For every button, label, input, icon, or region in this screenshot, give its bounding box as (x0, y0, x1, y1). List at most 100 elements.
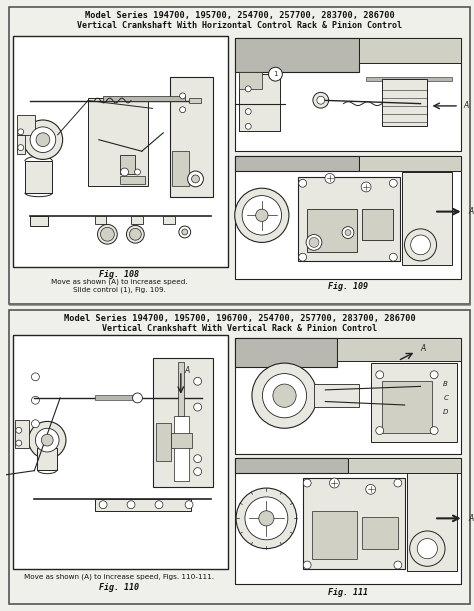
Circle shape (98, 224, 117, 244)
Bar (153, 358, 213, 487)
Circle shape (135, 169, 140, 175)
Circle shape (194, 455, 201, 463)
Bar (235, 337, 337, 367)
Circle shape (394, 561, 402, 569)
Text: Vertical Crankshaft With Horizontal Control Rack & Pinion Control: Vertical Crankshaft With Horizontal Cont… (77, 21, 402, 30)
Text: A: A (468, 514, 474, 523)
Circle shape (345, 230, 351, 235)
Circle shape (185, 501, 193, 508)
Circle shape (255, 209, 268, 221)
Bar (239, 74, 280, 131)
Text: Move as shown (A) to increase speed.: Move as shown (A) to increase speed. (51, 279, 188, 285)
Bar (235, 458, 348, 473)
Bar (13, 36, 228, 266)
Circle shape (179, 226, 191, 238)
Bar (17, 115, 35, 135)
Text: B: B (443, 381, 448, 387)
Bar (178, 362, 184, 416)
Circle shape (18, 145, 24, 150)
Bar (402, 172, 452, 265)
Circle shape (235, 188, 289, 243)
Bar (15, 420, 28, 448)
Bar (9, 7, 470, 304)
Bar (359, 156, 461, 171)
Circle shape (325, 174, 335, 183)
Circle shape (36, 133, 50, 147)
Bar (235, 156, 461, 279)
Bar (173, 416, 189, 481)
Circle shape (430, 426, 438, 434)
Circle shape (342, 227, 354, 238)
Text: Fig. 109: Fig. 109 (328, 282, 368, 291)
Bar (407, 473, 457, 571)
Text: Model Series 194700, 195700, 196700, 254700, 257700, 283700, 286700: Model Series 194700, 195700, 196700, 254… (64, 314, 415, 323)
Text: A: A (420, 343, 426, 353)
Circle shape (100, 227, 114, 241)
Circle shape (389, 253, 397, 261)
Circle shape (36, 428, 59, 452)
Circle shape (191, 175, 200, 183)
Bar (25, 161, 53, 192)
Text: C: C (443, 395, 448, 401)
Bar (155, 423, 171, 461)
Bar (88, 98, 148, 186)
Bar (366, 77, 452, 81)
Bar (382, 381, 432, 433)
Circle shape (376, 426, 383, 434)
Text: D: D (443, 409, 448, 415)
Circle shape (41, 434, 53, 446)
Bar (163, 216, 175, 224)
Circle shape (245, 109, 251, 114)
Circle shape (31, 397, 39, 404)
Bar (314, 384, 359, 408)
Circle shape (194, 467, 201, 475)
Circle shape (410, 235, 430, 255)
Bar (235, 38, 359, 72)
Circle shape (329, 478, 339, 488)
Circle shape (242, 196, 282, 235)
Circle shape (31, 373, 39, 381)
Bar (94, 499, 191, 511)
Circle shape (127, 501, 135, 508)
Circle shape (245, 497, 288, 540)
Bar (37, 448, 57, 470)
Circle shape (31, 420, 39, 428)
Circle shape (16, 427, 22, 433)
Circle shape (313, 92, 328, 108)
Circle shape (245, 123, 251, 130)
Circle shape (404, 229, 437, 261)
Circle shape (188, 171, 203, 187)
Text: Vertical Crankshaft With Vertical Rack & Pinion Control: Vertical Crankshaft With Vertical Rack &… (102, 324, 377, 333)
Bar (239, 72, 262, 89)
Text: Fig. 108: Fig. 108 (100, 269, 139, 279)
Circle shape (303, 561, 311, 569)
Circle shape (273, 384, 296, 408)
Bar (235, 156, 359, 171)
Text: Model Series 194700, 195700, 254700, 257700, 283700, 286700: Model Series 194700, 195700, 254700, 257… (85, 11, 394, 20)
Circle shape (16, 440, 22, 446)
Text: 1: 1 (273, 71, 278, 77)
Text: A: A (464, 101, 469, 111)
Bar (235, 38, 461, 152)
Circle shape (23, 120, 63, 159)
Bar (382, 79, 428, 126)
Bar (94, 395, 133, 400)
Circle shape (430, 371, 438, 379)
Bar (120, 155, 135, 174)
Circle shape (18, 129, 24, 135)
Circle shape (309, 238, 319, 247)
Circle shape (410, 531, 445, 566)
Bar (189, 98, 201, 103)
Circle shape (366, 485, 375, 494)
Circle shape (306, 235, 322, 251)
Circle shape (194, 378, 201, 385)
Text: A: A (185, 367, 190, 375)
Bar (30, 216, 48, 225)
Circle shape (252, 363, 317, 428)
Circle shape (180, 93, 185, 99)
Bar (13, 335, 228, 569)
Bar (337, 337, 461, 361)
Circle shape (127, 225, 144, 243)
Circle shape (299, 180, 307, 187)
Bar (172, 152, 189, 186)
